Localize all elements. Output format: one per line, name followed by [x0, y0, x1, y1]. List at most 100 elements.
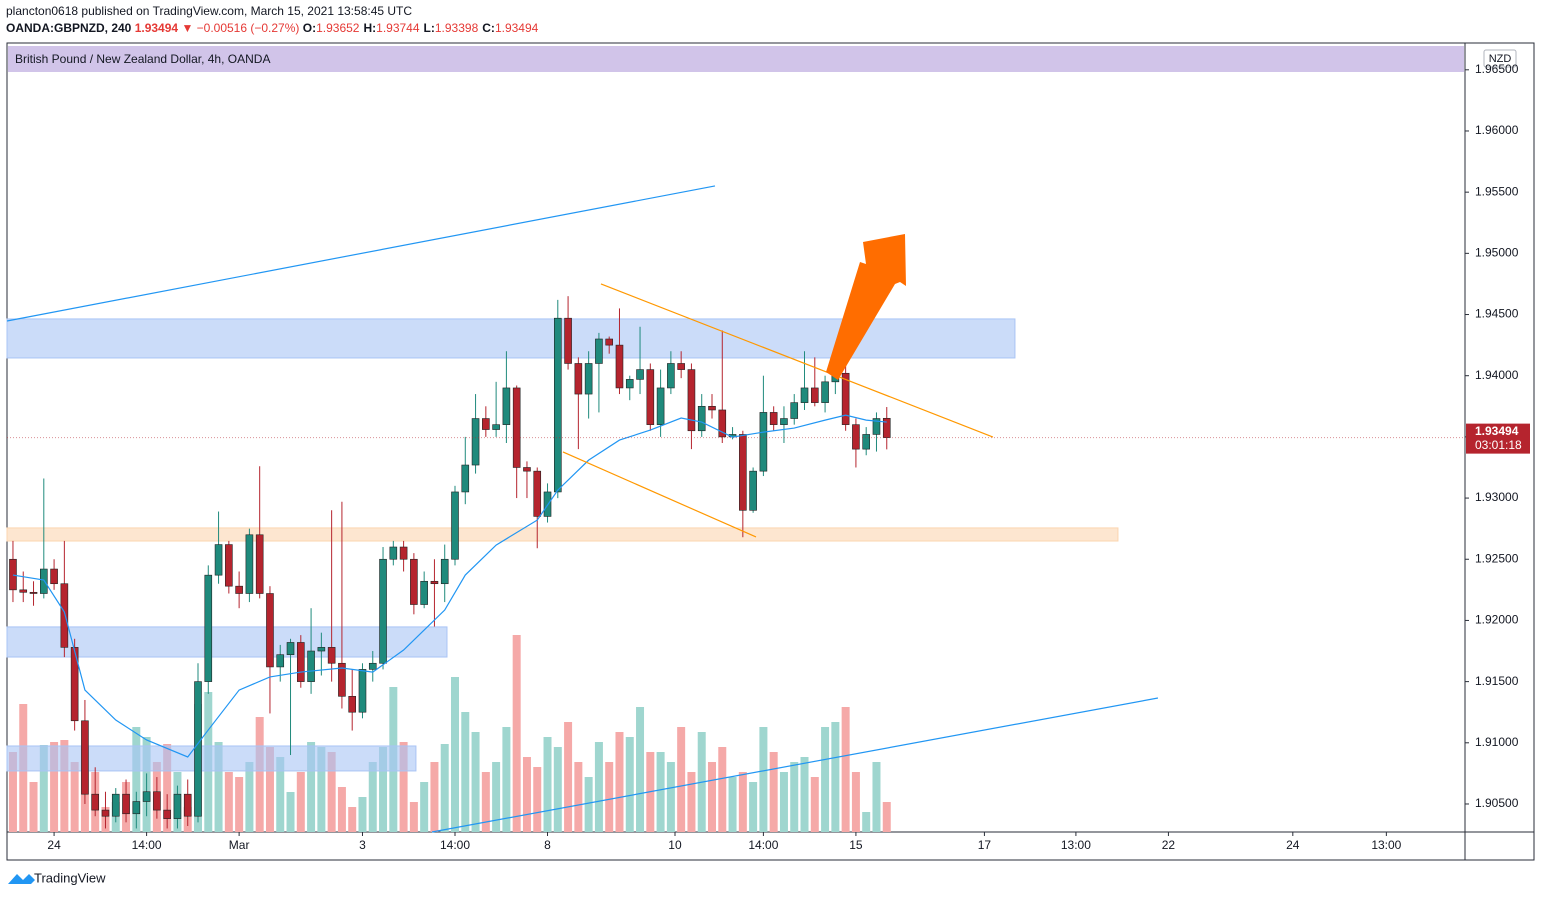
volume-bar: [296, 772, 305, 832]
symbol-line: OANDA:GBPNZD, 240 1.93494 ▼ −0.00516 (−0…: [6, 21, 542, 35]
y-tick-label: 1.94500: [1475, 307, 1519, 321]
volume-bar: [707, 762, 716, 832]
candle-body: [492, 424, 500, 430]
currency-badge: [1483, 49, 1517, 68]
trend-line: [6, 185, 716, 322]
candle-body: [29, 591, 38, 594]
candle-body: [307, 650, 315, 682]
volume-bar: [574, 762, 583, 832]
candle-body: [461, 464, 470, 493]
volume-bar: [80, 747, 89, 832]
candle-body: [111, 793, 120, 817]
chart-frame: [6, 42, 1535, 861]
volume-bar: [194, 704, 203, 832]
candle-body: [749, 470, 757, 511]
volume-bar: [522, 757, 531, 832]
volume-bar: [142, 737, 151, 832]
volume-bar: [779, 772, 788, 832]
ohlc-value: 1.93494: [494, 21, 539, 35]
chart-title: British Pound / New Zealand Dollar, 4h, …: [15, 52, 270, 66]
volume-bar: [224, 772, 233, 832]
volume-bar: [512, 635, 521, 832]
volume-bar: [851, 772, 860, 832]
candle-body: [687, 369, 696, 432]
candle-body: [204, 574, 213, 682]
candle-body: [605, 338, 613, 346]
volume-bar: [769, 752, 778, 832]
volume-bar: [461, 712, 470, 832]
volume-bar: [29, 782, 38, 832]
volume-bar: [91, 772, 100, 832]
volume-bar: [615, 732, 624, 832]
y-tick-label: 1.91000: [1475, 735, 1519, 749]
volume-bar: [790, 762, 799, 832]
candle-body: [564, 317, 572, 364]
volume-bar: [255, 717, 264, 832]
y-tick-label: 1.93000: [1475, 490, 1519, 504]
candle-body: [348, 695, 356, 713]
volume-bar: [50, 742, 59, 832]
volume-bar: [718, 747, 727, 832]
candle-body: [553, 317, 562, 493]
candle-body: [399, 546, 408, 560]
y-tick-label: 1.95000: [1475, 246, 1519, 260]
volume-bar: [625, 737, 634, 832]
moving-average: [12, 414, 887, 758]
volume-bar: [605, 762, 614, 832]
candle-body: [358, 669, 367, 713]
candle-body: [697, 405, 706, 432]
candle-body: [368, 662, 377, 670]
y-tick-label: 1.96000: [1475, 123, 1519, 137]
candle-body: [81, 720, 89, 795]
volume-bar: [8, 752, 17, 832]
candle-body: [790, 402, 799, 419]
volume-bar: [502, 727, 511, 832]
ohlc: O:1.93652 H:1.93744 L:1.93398 C:1.93494: [303, 21, 543, 35]
candle-body: [728, 434, 737, 438]
y-tick-label: 1.93500: [1475, 429, 1519, 443]
volume-bar: [656, 752, 665, 832]
countdown: 03:01:18: [1475, 438, 1522, 452]
volume-bar: [173, 772, 182, 832]
x-tick-label: 14:00: [748, 838, 778, 852]
candle-body: [40, 568, 48, 594]
candle-body: [471, 418, 480, 466]
x-tick-label: 14:00: [132, 838, 162, 852]
volume-bar: [831, 722, 840, 832]
candle-body: [420, 580, 428, 605]
x-tick-label: 10: [668, 838, 682, 852]
currency: NZD: [1489, 53, 1512, 65]
candle-body: [852, 424, 860, 450]
volume-bar: [379, 747, 388, 832]
candle-body: [872, 418, 881, 435]
candle-body: [543, 491, 552, 517]
brand: TradingView: [34, 870, 106, 885]
volume-bar: [307, 742, 316, 832]
volume-bar: [265, 747, 274, 832]
candle-body: [60, 583, 69, 648]
candle-body: [410, 558, 418, 605]
volume-bar: [440, 744, 449, 832]
zone: [6, 527, 1119, 542]
volume-bar: [543, 737, 552, 832]
candle-body: [440, 558, 449, 585]
y-tick-label: 1.92500: [1475, 551, 1519, 565]
y-tick-label: 1.94000: [1475, 368, 1519, 382]
candle-body: [821, 381, 829, 403]
volume-bar: [368, 762, 377, 832]
x-tick-label: Mar: [229, 838, 250, 852]
candle-body: [882, 417, 891, 438]
volume-bar: [245, 762, 254, 832]
volume-bar: [862, 812, 871, 832]
volume-bar: [553, 747, 562, 832]
volume-bar: [471, 732, 480, 832]
volume-bar: [533, 767, 542, 832]
trend-line: [431, 697, 1159, 833]
x-tick-label: 17: [978, 838, 992, 852]
volume-bar: [122, 782, 131, 832]
volume-bar: [677, 727, 686, 832]
candle-body: [70, 647, 79, 722]
volume-bar: [163, 744, 172, 832]
volume-bar: [564, 722, 573, 832]
